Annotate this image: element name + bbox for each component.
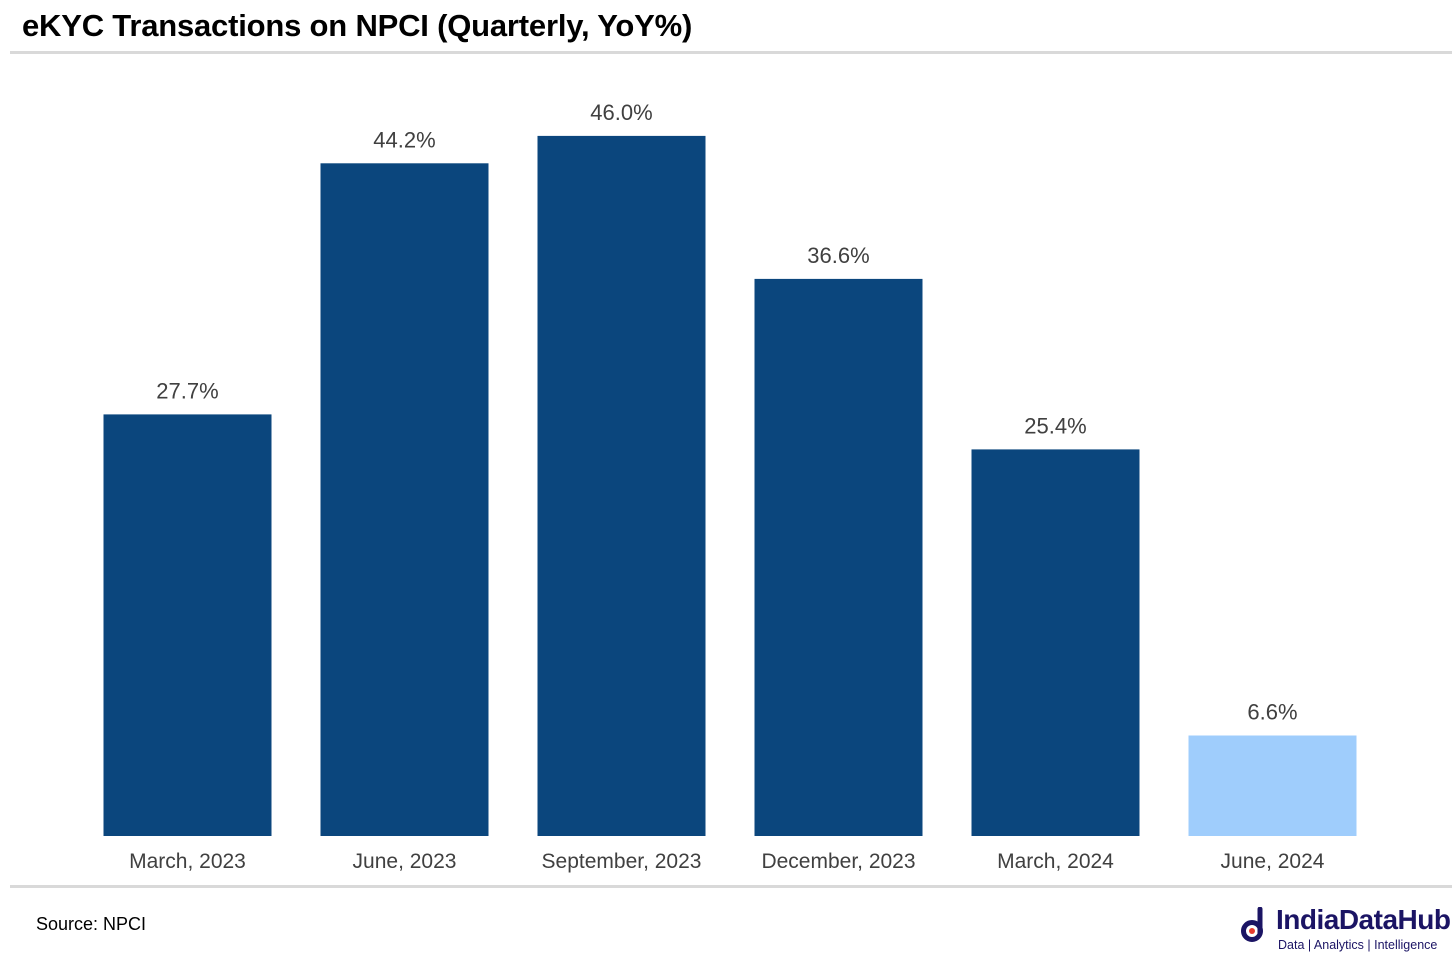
bar-6 xyxy=(1188,735,1357,836)
brand-logo: IndiaDataHub Data | Analytics | Intellig… xyxy=(1240,904,1452,956)
bar-3 xyxy=(537,135,706,836)
chart-title: eKYC Transactions on NPCI (Quarterly, Yo… xyxy=(22,8,693,43)
bars-group xyxy=(103,135,1357,837)
title-divider xyxy=(10,51,1452,54)
bar-5 xyxy=(971,449,1140,836)
category-labels-group: March, 2023 June, 2023 September, 2023 Dece… xyxy=(129,850,1325,873)
footer-divider xyxy=(10,885,1452,888)
bar-4 xyxy=(754,278,923,836)
brand-tagline: Data | Analytics | Intelligence xyxy=(1278,938,1438,952)
value-label-2: 44.2% xyxy=(373,127,435,152)
category-label-5: March, 2024 xyxy=(997,850,1114,873)
category-label-3: September, 2023 xyxy=(542,850,702,873)
brand-name: IndiaDataHub xyxy=(1276,904,1451,935)
value-label-3: 46.0% xyxy=(590,100,652,125)
category-label-4: December, 2023 xyxy=(761,850,915,873)
indiadatahub-logo-icon xyxy=(1241,907,1263,942)
bar-1 xyxy=(103,414,272,836)
value-label-1: 27.7% xyxy=(156,378,218,403)
value-label-4: 36.6% xyxy=(807,243,869,268)
value-label-6: 6.6% xyxy=(1247,700,1297,725)
value-labels-group: 27.7% 44.2% 46.0% 36.6% 25.4% 6.6% xyxy=(156,100,1297,725)
category-label-1: March, 2023 xyxy=(129,850,246,873)
category-label-6: June, 2024 xyxy=(1221,850,1325,873)
source-note: Source: NPCI xyxy=(36,914,147,934)
category-label-2: June, 2023 xyxy=(353,850,457,873)
bar-2 xyxy=(320,163,489,837)
value-label-5: 25.4% xyxy=(1024,413,1086,438)
